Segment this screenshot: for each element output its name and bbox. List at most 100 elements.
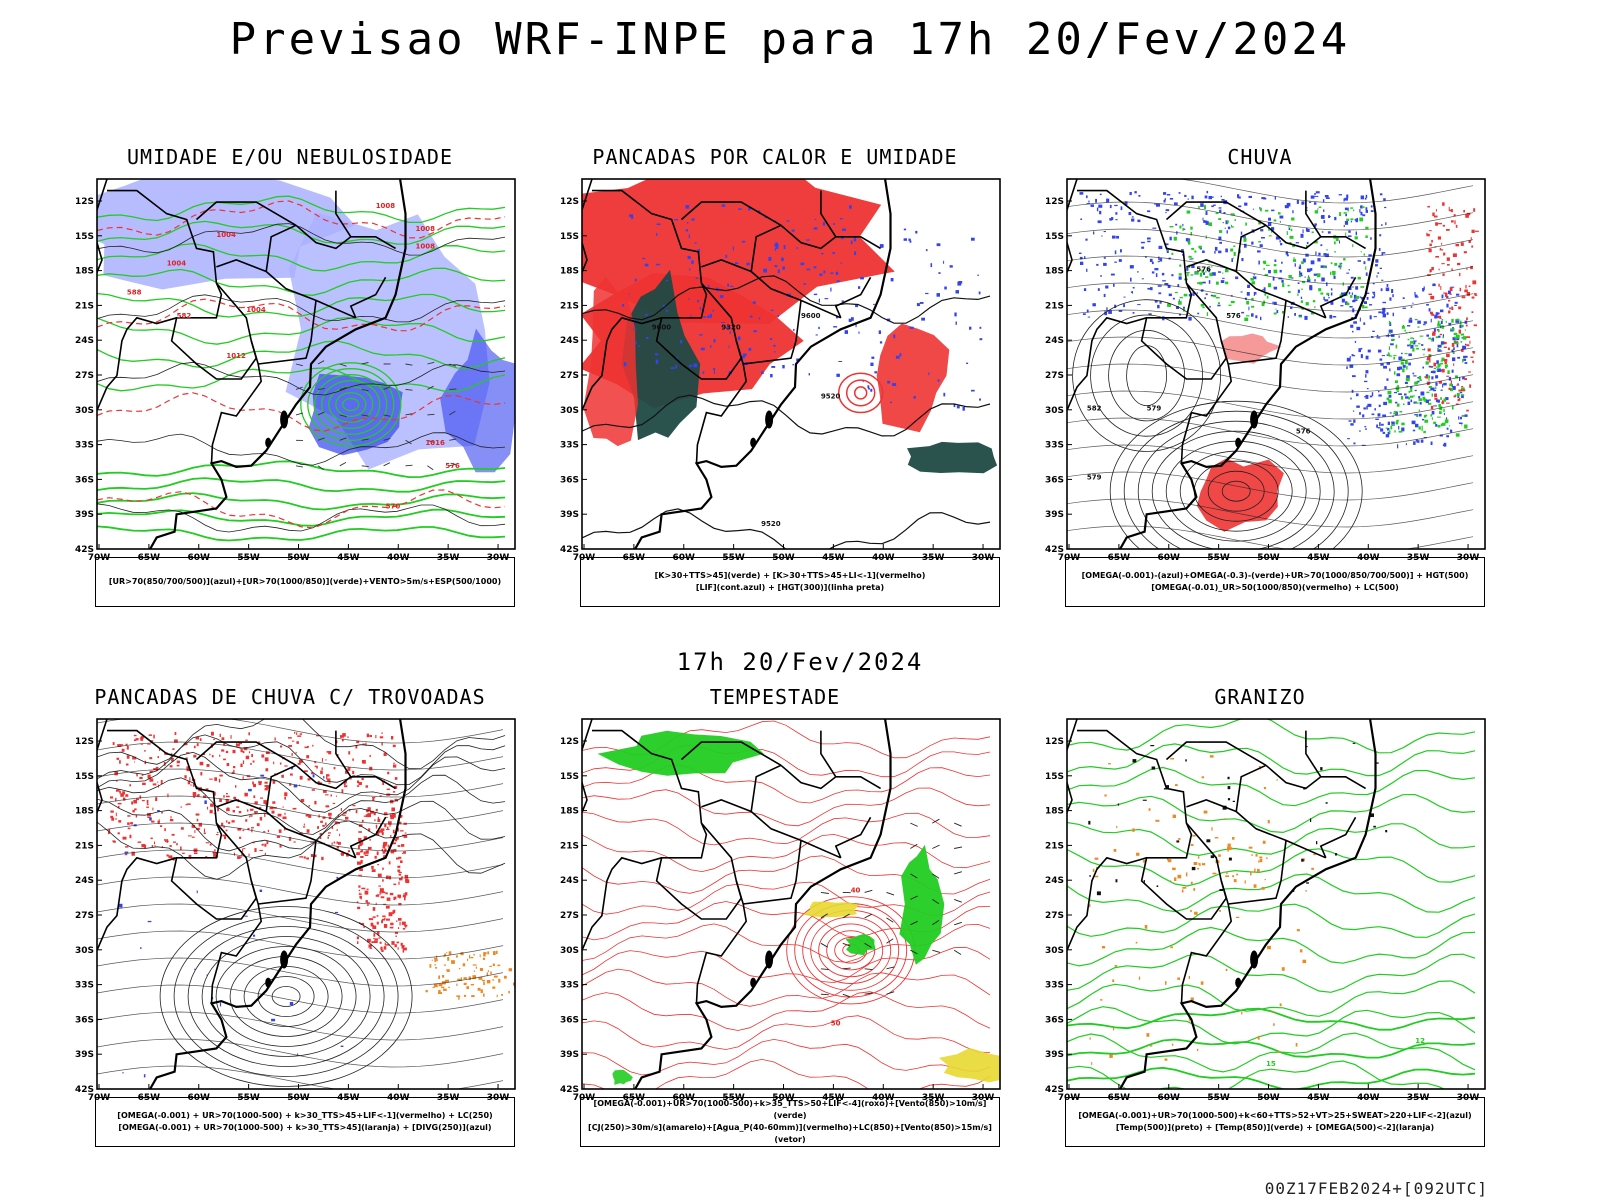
lon-tick-label: 35W xyxy=(1407,1093,1430,1103)
lc250-streamlines xyxy=(97,719,504,1089)
lat-tick-label: 12S xyxy=(560,737,579,747)
lat-tick-label: 33S xyxy=(75,981,94,991)
hgt300-contours xyxy=(582,275,991,549)
lon-tick-label: 70W xyxy=(573,553,596,563)
panel-title: CHUVA xyxy=(1227,145,1293,169)
lat-tick-label: 36S xyxy=(560,475,579,485)
lon-tick-label: 30W xyxy=(972,1093,995,1103)
yellow-jet-core xyxy=(802,901,860,918)
lat-tick-label: 12S xyxy=(1045,197,1064,207)
lat-tick-label: 36S xyxy=(560,1015,579,1025)
lagoon-patos xyxy=(1250,950,1259,969)
lon-tick-label: 50W xyxy=(772,553,795,563)
lon-tick-label: 60W xyxy=(1158,1093,1181,1103)
contour-value-label: 1016 xyxy=(425,439,445,447)
coastline xyxy=(633,719,892,1089)
contour-value-label: 576 xyxy=(445,462,460,470)
contour-value-label: 1008 xyxy=(416,242,436,250)
lat-tick-label: 12S xyxy=(75,197,94,207)
coastline xyxy=(148,719,407,1089)
lon-tick-label: 40W xyxy=(872,1093,895,1103)
lon-tick-label: 65W xyxy=(1108,1093,1131,1103)
lat-tick-label: 30S xyxy=(75,406,94,416)
lat-tick-label: 39S xyxy=(1045,510,1064,520)
upper-jet-lines xyxy=(97,719,506,880)
panel-title: GRANIZO xyxy=(1214,685,1306,709)
state-borders xyxy=(582,189,882,464)
lon-tick-label: 60W xyxy=(1158,553,1181,563)
lat-tick-label: 21S xyxy=(560,301,579,311)
thickness-dashed-red xyxy=(97,200,506,529)
lat-tick-label: 18S xyxy=(1045,267,1064,277)
legend-line: [UR>70(850/700/500)](azul)+[UR>70(1000/8… xyxy=(108,577,502,586)
lat-tick-label: 12S xyxy=(1045,737,1064,747)
lon-tick-label: 50W xyxy=(287,553,310,563)
lon-tick-label: 70W xyxy=(88,553,111,563)
lagoon-patos xyxy=(280,950,289,969)
legend-line: [OMEGA(-0.001)+UR>70(1000-500)+k<60+TTS>… xyxy=(1078,1111,1472,1120)
lat-tick-label: 33S xyxy=(75,441,94,451)
lon-tick-label: 30W xyxy=(487,1093,510,1103)
legend-line: [CJ(250)>30m/s](amarelo)+[Agua_P(40-60mm… xyxy=(588,1123,992,1144)
panel-title: UMIDADE E/OU NEBULOSIDADE xyxy=(126,145,454,169)
forecast-map: 70W 65W 60W 55W 50W 45W 40W 35W 30W 12S 15S 18S 21S 2… xyxy=(75,718,516,1103)
lat-tick-label: 39S xyxy=(560,510,579,520)
lon-tick-label: 70W xyxy=(1058,1093,1081,1103)
teal-south-band xyxy=(907,441,998,474)
lat-tick-label: 24S xyxy=(560,876,579,886)
green-wind-nw xyxy=(597,730,764,776)
lon-tick-label: 55W xyxy=(722,553,745,563)
map-content: 40 50 xyxy=(582,719,1000,1089)
map-frame xyxy=(581,718,1001,1090)
lon-tick-label: 30W xyxy=(1457,553,1480,563)
lon-tick-label: 55W xyxy=(237,1093,260,1103)
legend-line: [K>30+TTS>45](verde) + [K>30+TTS>45+LI<-… xyxy=(654,571,926,580)
orange-convective xyxy=(425,950,515,1000)
lat-tick-label: 36S xyxy=(75,1015,94,1025)
andes-coast xyxy=(1067,179,1078,275)
lat-tick-label: 42S xyxy=(75,545,94,555)
contour-value-label: 1008 xyxy=(416,225,436,233)
lat-tick-label: 42S xyxy=(75,1085,94,1095)
panel-legend: [OMEGA(-0.001)+UR>70(1000-500)+k>35_TTS>… xyxy=(580,1097,1000,1147)
lon-tick-label: 45W xyxy=(337,1093,360,1103)
lat-tick-label: 12S xyxy=(75,737,94,747)
lat-tick-label: 33S xyxy=(1045,441,1064,451)
lat-tick-label: 39S xyxy=(1045,1050,1064,1060)
coastline xyxy=(633,179,892,549)
lon-tick-label: 55W xyxy=(1207,1093,1230,1103)
wind-850-vectors-east xyxy=(910,818,963,955)
andes-coast xyxy=(582,719,593,815)
lat-tick-label: 36S xyxy=(1045,475,1064,485)
contour-value-label: 9520 xyxy=(821,393,841,401)
contour-value-label: 9320 xyxy=(721,323,741,331)
map-panel: TEMPESTADE 40 50 70W 65W 60W 55W 50W 45W 40W 35W 30… xyxy=(540,685,1010,1155)
run-footer: 00Z17FEB2024+[092UTC] xyxy=(1264,1179,1488,1198)
lon-tick-label: 30W xyxy=(972,553,995,563)
andes-coast xyxy=(582,179,593,275)
lat-tick-label: 21S xyxy=(1045,841,1064,851)
temp850-contours xyxy=(1067,719,1476,1089)
panel-title: TEMPESTADE xyxy=(709,685,841,709)
panel-legend: [OMEGA(-0.001) + UR>70(1000-500) + k>30_… xyxy=(95,1097,515,1147)
lat-tick-label: 24S xyxy=(1045,336,1064,346)
lat-tick-label: 21S xyxy=(560,841,579,851)
lat-tick-label: 33S xyxy=(560,981,579,991)
lagoon-patos xyxy=(765,410,774,429)
lon-tick-label: 35W xyxy=(437,553,460,563)
lon-tick-label: 40W xyxy=(872,553,895,563)
panel-legend: [K>30+TTS>45](verde) + [K>30+TTS>45+LI<-… xyxy=(580,557,1000,607)
pressure-isobars xyxy=(97,223,506,533)
contour-value-label: 50 xyxy=(831,1019,841,1027)
contour-value-label: 1004 xyxy=(246,306,266,314)
lat-tick-label: 42S xyxy=(560,545,579,555)
green-wind-core xyxy=(845,933,876,956)
forecast-map: 40 50 70W 65W 60W 55W 50W 45W 40W 35W 30W 12S 15S 18S… xyxy=(560,718,1001,1103)
lat-tick-label: 18S xyxy=(1045,807,1064,817)
lon-tick-label: 35W xyxy=(922,1093,945,1103)
lon-tick-label: 50W xyxy=(287,1093,310,1103)
yellow-jet-south xyxy=(938,1047,1000,1083)
lon-tick-label: 30W xyxy=(487,553,510,563)
lat-tick-label: 30S xyxy=(75,946,94,956)
red-rain-south xyxy=(1196,458,1284,532)
